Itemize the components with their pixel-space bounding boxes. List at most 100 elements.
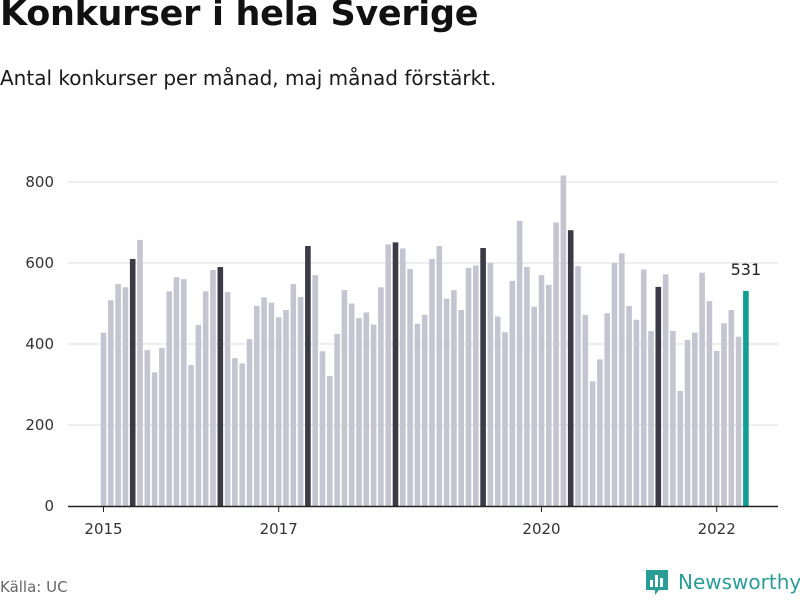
bar bbox=[305, 245, 311, 506]
bar bbox=[239, 363, 245, 506]
bar bbox=[648, 331, 654, 506]
bar bbox=[633, 319, 640, 506]
bar bbox=[297, 297, 304, 506]
bar bbox=[451, 290, 457, 506]
bar bbox=[137, 239, 143, 506]
bar bbox=[151, 372, 158, 506]
bar bbox=[443, 298, 450, 506]
bar bbox=[546, 284, 552, 506]
bar bbox=[655, 286, 662, 506]
bar bbox=[494, 316, 501, 506]
bar bbox=[706, 301, 713, 506]
bar bbox=[487, 262, 494, 506]
bar bbox=[407, 269, 413, 506]
bar bbox=[713, 350, 720, 506]
bar bbox=[473, 265, 479, 506]
bar bbox=[677, 390, 683, 506]
bar bbox=[619, 253, 625, 506]
bar bbox=[480, 248, 486, 506]
bar bbox=[421, 314, 428, 506]
bar bbox=[108, 300, 114, 506]
bar bbox=[611, 263, 618, 506]
bar bbox=[327, 375, 333, 506]
bar bbox=[224, 292, 231, 506]
bar bbox=[640, 269, 647, 506]
bar bbox=[217, 267, 224, 506]
x-tick-label: 2020 bbox=[522, 520, 560, 538]
bar bbox=[509, 280, 516, 506]
bar bbox=[524, 267, 530, 506]
bar bbox=[254, 305, 260, 506]
bar bbox=[195, 324, 202, 506]
bar bbox=[567, 230, 574, 506]
y-tick-label: 400 bbox=[25, 335, 54, 353]
bar bbox=[670, 331, 676, 506]
bar bbox=[626, 305, 632, 506]
bar bbox=[261, 297, 267, 506]
bar bbox=[319, 351, 326, 506]
bar bbox=[283, 309, 289, 506]
source-note: Källa: UC bbox=[0, 578, 68, 596]
brand-logo[interactable]: Newsworthy bbox=[644, 568, 800, 596]
bar bbox=[392, 242, 399, 506]
y-tick-label: 800 bbox=[25, 173, 54, 191]
bar bbox=[129, 258, 136, 506]
axes: 0 200 400 600 800 2015 2017 2020 2022 bbox=[25, 173, 778, 538]
chart-subtitle: Antal konkurser per månad, maj månad för… bbox=[0, 66, 497, 90]
bar bbox=[575, 266, 581, 506]
bar bbox=[538, 275, 545, 506]
bar bbox=[692, 332, 698, 506]
bar bbox=[232, 358, 238, 506]
bar bbox=[348, 303, 355, 506]
bar bbox=[735, 336, 742, 506]
bar bbox=[268, 302, 275, 506]
bar bbox=[356, 318, 362, 506]
bar bbox=[597, 359, 603, 506]
bar bbox=[370, 324, 377, 506]
x-tick-label: 2022 bbox=[698, 520, 736, 538]
bar bbox=[166, 291, 172, 506]
bar bbox=[560, 175, 567, 506]
bar bbox=[385, 244, 391, 506]
bar bbox=[684, 339, 691, 506]
newsworthy-logo-icon bbox=[646, 570, 668, 595]
bar bbox=[429, 258, 435, 506]
chart-title: Konkurser i hela Sverige bbox=[0, 0, 479, 34]
bar bbox=[144, 350, 151, 506]
bar bbox=[159, 348, 165, 506]
bar bbox=[465, 267, 472, 506]
bar bbox=[210, 269, 216, 506]
bar bbox=[589, 381, 596, 506]
bar bbox=[115, 284, 121, 506]
bar bbox=[312, 275, 318, 506]
bar bbox=[458, 309, 464, 506]
bar bbox=[246, 339, 253, 506]
bar bbox=[582, 314, 589, 506]
bar bbox=[181, 279, 187, 506]
bar bbox=[275, 317, 282, 506]
bar bbox=[743, 290, 749, 506]
x-tick-label: 2017 bbox=[260, 520, 298, 538]
bar bbox=[414, 323, 421, 506]
y-tick-label: 600 bbox=[25, 254, 54, 272]
y-tick-label: 0 bbox=[44, 497, 54, 515]
bar bbox=[662, 274, 669, 506]
bar bbox=[378, 287, 384, 506]
brand-name: Newsworthy bbox=[678, 570, 800, 594]
bar bbox=[290, 284, 297, 506]
bar bbox=[728, 309, 735, 506]
bar bbox=[553, 222, 559, 506]
y-tick-label: 200 bbox=[25, 416, 54, 434]
bar bbox=[173, 277, 180, 506]
bar bbox=[202, 291, 209, 506]
bar bbox=[188, 365, 194, 506]
bar bbox=[531, 306, 537, 506]
bar bbox=[400, 248, 406, 507]
bar bbox=[122, 287, 129, 506]
bar bbox=[721, 323, 727, 506]
bar bbox=[436, 245, 443, 506]
bar bbox=[363, 312, 370, 506]
bar bbox=[516, 220, 523, 506]
x-tick-label: 2015 bbox=[84, 520, 122, 538]
bar-chart: 531 0 200 400 600 800 2015 2017 2020 2022 bbox=[25, 173, 778, 538]
